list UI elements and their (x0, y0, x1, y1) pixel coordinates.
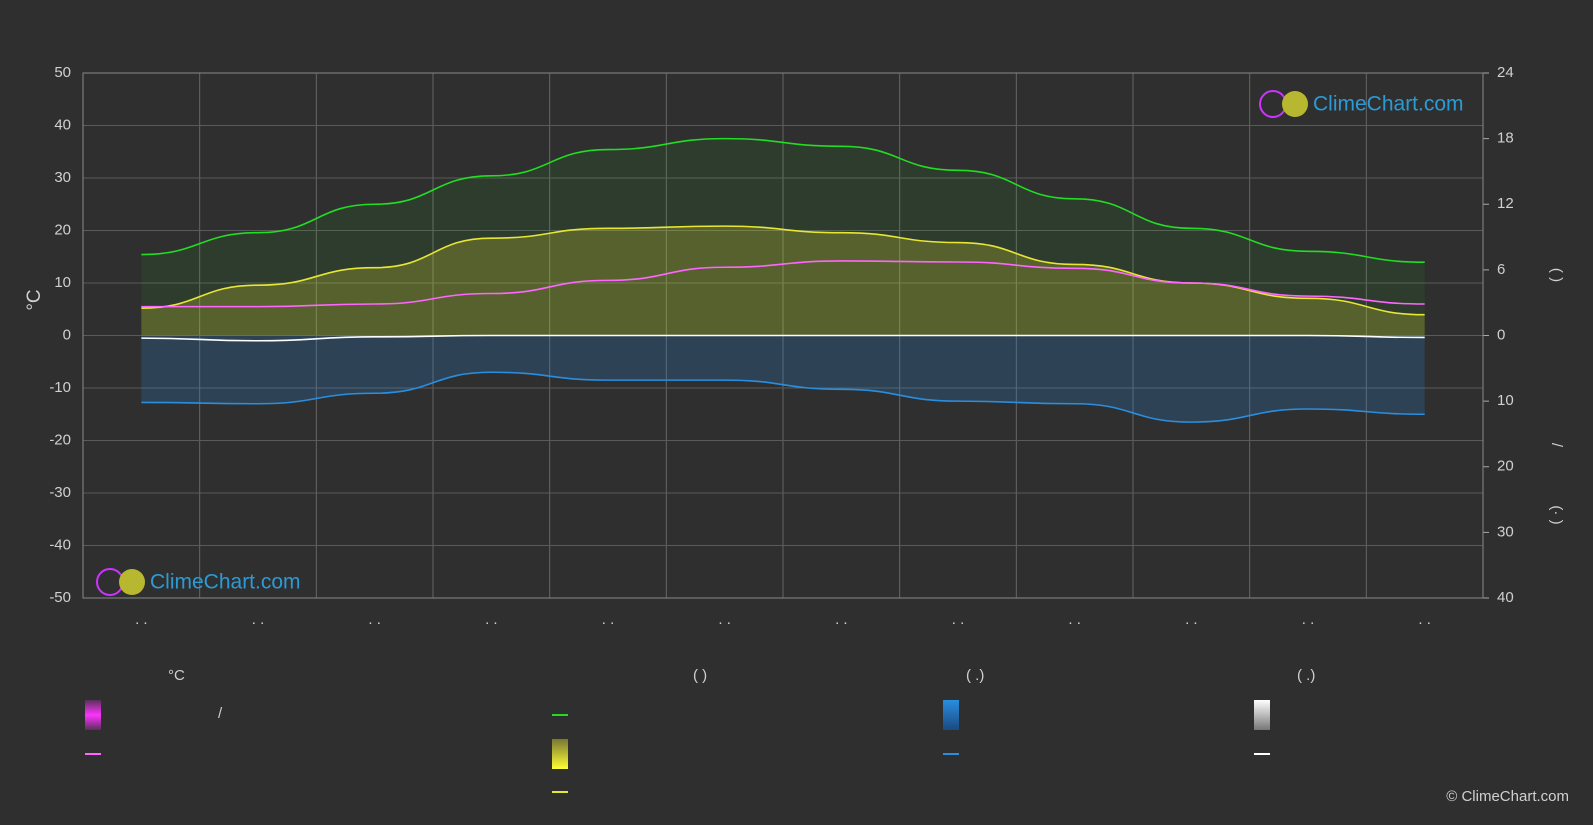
plot-frame (82, 72, 1484, 599)
x-tick-label: . . (135, 611, 148, 628)
series-line (141, 371, 1425, 423)
series-area (141, 138, 1425, 336)
axis-divider: / (1548, 443, 1565, 448)
x-tick-label: . . (718, 611, 731, 628)
y-tick-label: 20 (54, 221, 71, 238)
y2-tick-label: 12 (1497, 195, 1514, 212)
y-tick-label: -10 (49, 379, 71, 396)
y2-tick-label: 18 (1497, 130, 1514, 147)
y3-axis-label: (· ) (1548, 505, 1565, 524)
y-tick-label: -20 (49, 431, 71, 448)
logo-text: ClimeChart.com (150, 571, 301, 594)
x-tick-label: . . (835, 611, 848, 628)
y-tick-label: -40 (49, 536, 71, 553)
legend-swatch (943, 700, 959, 730)
legend-swatch (1254, 700, 1270, 730)
y2-axis-label: ( ) (1548, 268, 1565, 282)
y3-tick-label: 20 (1497, 458, 1514, 475)
x-tick-label: . . (1068, 611, 1081, 628)
x-tick-label: . . (1185, 611, 1198, 628)
x-tick-label: . . (1302, 611, 1315, 628)
y-axis-label: °C (24, 289, 45, 310)
y3-tick-label: 40 (1497, 589, 1514, 606)
y-tick-label: -30 (49, 484, 71, 501)
logo: ClimeChart.com ClimeChart.com (96, 90, 1464, 596)
x-tick-label: . . (1418, 611, 1431, 628)
logo-icon (119, 569, 145, 595)
y-tick-label: 50 (54, 64, 71, 81)
copyright: © ClimeChart.com (1446, 788, 1569, 805)
y3-tick-label: 30 (1497, 523, 1514, 540)
y-tick-label: 10 (54, 274, 71, 291)
y2-tick-label: 6 (1497, 261, 1505, 278)
x-tick-label: . . (602, 611, 615, 628)
series-area (141, 226, 1425, 336)
legend: °C ( ) ( .) ( .) / (85, 667, 1315, 793)
legend-header: ( .) (966, 667, 984, 684)
series-area (141, 335, 1425, 423)
y2-tick-label: 0 (1497, 326, 1505, 343)
x-tick-label: . . (952, 611, 965, 628)
y3-tick-label: 10 (1497, 392, 1514, 409)
logo-icon (1282, 91, 1308, 117)
legend-header: ( .) (1297, 667, 1315, 684)
y-tick-label: 0 (63, 326, 71, 343)
legend-divider: / (218, 705, 223, 722)
y-tick-label: 40 (54, 116, 71, 133)
x-tick-label: . . (368, 611, 381, 628)
legend-header: ( ) (693, 667, 707, 684)
series-line (141, 137, 1425, 264)
y2-tick-label: 24 (1497, 64, 1514, 81)
legend-header: °C (168, 667, 185, 684)
y-tick-label: -50 (49, 589, 71, 606)
legend-swatch (85, 700, 101, 730)
series-line (141, 334, 1425, 342)
x-tick-label: . . (485, 611, 498, 628)
series-line (141, 260, 1425, 308)
x-tick-label: . . (252, 611, 265, 628)
logo-text: ClimeChart.com (1313, 93, 1464, 116)
legend-swatch (552, 739, 568, 769)
y-tick-label: 30 (54, 169, 71, 186)
